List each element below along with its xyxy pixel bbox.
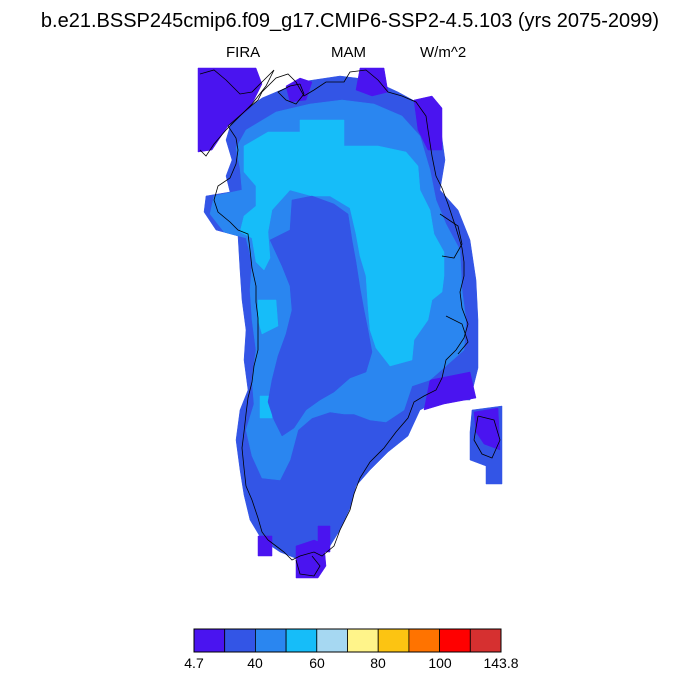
colorbar-labels: 4.7 40 60 80 100 143.8 bbox=[184, 655, 518, 671]
coastline-south-tip bbox=[295, 555, 321, 577]
colorbar-box-4 bbox=[285, 628, 318, 653]
variable-label: FIRA bbox=[226, 44, 261, 61]
field-bin1-south-tip-2 bbox=[257, 535, 273, 557]
field-bin1-north bbox=[355, 67, 389, 97]
colorbar-label-min: 4.7 bbox=[184, 655, 204, 671]
colorbar-label-40: 40 bbox=[247, 655, 263, 671]
coastline-east-fjord-2 bbox=[445, 315, 469, 355]
colorbar-box-5 bbox=[316, 628, 348, 653]
colorbar-box-3 bbox=[254, 628, 287, 653]
colorbar-boxes bbox=[193, 628, 502, 653]
colorbar-box-9 bbox=[439, 628, 471, 653]
colorbar-box-1 bbox=[193, 628, 226, 653]
coastline-nw bbox=[199, 69, 275, 157]
colorbar-label-60: 60 bbox=[309, 655, 325, 671]
plot-title: b.e21.BSSP245cmip6.f09_g17.CMIP6-SSP2-4.… bbox=[40, 10, 660, 32]
coastline-se-island bbox=[473, 415, 501, 459]
colorbar-label-80: 80 bbox=[370, 655, 386, 671]
coastline-east-fjord bbox=[439, 213, 463, 259]
field-bin1-layer bbox=[197, 67, 503, 579]
colorbar-label-max: 143.8 bbox=[483, 655, 518, 671]
colorbar-box-10 bbox=[469, 628, 502, 653]
field-bin4-interior bbox=[239, 119, 445, 367]
colorbar-box-2 bbox=[224, 628, 256, 653]
colorbar-box-6 bbox=[347, 628, 379, 653]
field-bin1-south-tip-3 bbox=[317, 525, 331, 553]
field-bin1-north-2 bbox=[285, 77, 313, 103]
colorbar-box-8 bbox=[408, 628, 440, 653]
coastline-west bbox=[213, 69, 469, 561]
field-bin4-layer bbox=[239, 119, 445, 419]
colorbar-frame bbox=[193, 628, 502, 653]
coastline-north-inlet bbox=[277, 83, 305, 105]
units-label: W/m^2 bbox=[420, 44, 467, 61]
field-bin2-central-spine bbox=[267, 195, 373, 437]
colorbar-label-100: 100 bbox=[428, 655, 452, 671]
coastline bbox=[199, 69, 501, 577]
field-bin2-interior-layer bbox=[267, 195, 373, 437]
field-bin1-east-coast bbox=[423, 371, 477, 411]
colorbar-box-7 bbox=[377, 628, 410, 653]
season-label: MAM bbox=[331, 44, 366, 61]
